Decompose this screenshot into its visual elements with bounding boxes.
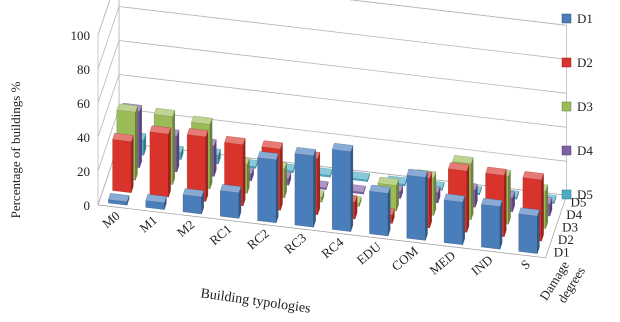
x-tick-label: S bbox=[518, 256, 533, 272]
y-tick-label: 80 bbox=[77, 62, 90, 77]
bar-d5-rc4 bbox=[348, 171, 370, 182]
legend-swatch bbox=[561, 101, 572, 112]
x-tick-label: COM bbox=[389, 243, 422, 274]
legend-item-d2: D2 bbox=[561, 55, 593, 70]
x-tick-label: MED bbox=[426, 248, 458, 278]
legend-label: D4 bbox=[577, 143, 593, 158]
x-tick-label: RC2 bbox=[244, 226, 272, 253]
depth-tick-label: D2 bbox=[558, 232, 574, 247]
legend-item-d4: D4 bbox=[561, 143, 593, 158]
depth-tick-label: D5 bbox=[571, 195, 587, 210]
legend-label: D2 bbox=[577, 55, 593, 70]
x-tick-label: M0 bbox=[99, 208, 122, 231]
bar-d1-m2 bbox=[182, 188, 204, 215]
gridline bbox=[97, 40, 567, 104]
bar-d2-m1 bbox=[149, 125, 171, 198]
bar-d1-rc2 bbox=[257, 151, 279, 223]
legend-swatch bbox=[561, 57, 572, 68]
legend-item-d5: D5 bbox=[561, 187, 593, 202]
x-tick-label: EDU bbox=[354, 238, 385, 267]
x-tick-label: RC1 bbox=[207, 221, 235, 248]
chart-bars bbox=[108, 102, 557, 254]
y-tick-label: 20 bbox=[77, 164, 90, 179]
legend-item-d3: D3 bbox=[561, 99, 593, 114]
bar-d1-com bbox=[406, 168, 428, 241]
y-tick-label: 40 bbox=[77, 130, 90, 145]
x-tick-label: M2 bbox=[174, 217, 197, 240]
gridline bbox=[97, 6, 567, 70]
depth-tick-label: D3 bbox=[562, 220, 578, 235]
legend-label: D1 bbox=[577, 11, 593, 26]
depth-tick-label: D1 bbox=[554, 245, 570, 260]
bar-d1-rc4 bbox=[331, 143, 354, 232]
x-tick-label: RC3 bbox=[281, 230, 309, 257]
y-tick-label: 100 bbox=[71, 28, 91, 43]
legend-swatch bbox=[561, 145, 572, 156]
gridline bbox=[97, 74, 567, 138]
legend: D1 D2 D3 D4 D5 bbox=[561, 11, 593, 202]
legend-swatch bbox=[561, 189, 572, 200]
bar-d1-edu bbox=[369, 184, 391, 237]
y-tick-label: 0 bbox=[84, 198, 91, 213]
legend-swatch bbox=[561, 13, 572, 24]
x-tick-label: M1 bbox=[136, 212, 159, 235]
y-axis-label: Percentage of buildings % bbox=[8, 81, 23, 218]
legend-label: D5 bbox=[577, 187, 593, 202]
x-tick-label: IND bbox=[468, 252, 495, 278]
bar-d2-m0 bbox=[112, 133, 134, 193]
bar-d1-ind bbox=[481, 198, 503, 250]
bar-d2-m2 bbox=[186, 128, 209, 202]
bar-d1-m0 bbox=[108, 193, 130, 206]
bar-d1-rc3 bbox=[294, 147, 316, 228]
bar-d1-s bbox=[518, 207, 540, 254]
y-tick-labels: 0 20 40 60 80 100 bbox=[71, 28, 91, 213]
legend-label: D3 bbox=[577, 99, 593, 114]
gridline bbox=[97, 0, 567, 36]
bar-d1-med bbox=[443, 193, 466, 245]
x-axis-label: Building typologies bbox=[200, 286, 312, 316]
legend-item-d1: D1 bbox=[561, 11, 593, 26]
y-tick-label: 60 bbox=[77, 96, 90, 111]
x-tick-label: RC4 bbox=[318, 234, 346, 261]
bar-d1-rc1 bbox=[220, 184, 242, 219]
depth-tick-label: D4 bbox=[566, 207, 582, 222]
bar-d1-m1 bbox=[145, 194, 167, 210]
